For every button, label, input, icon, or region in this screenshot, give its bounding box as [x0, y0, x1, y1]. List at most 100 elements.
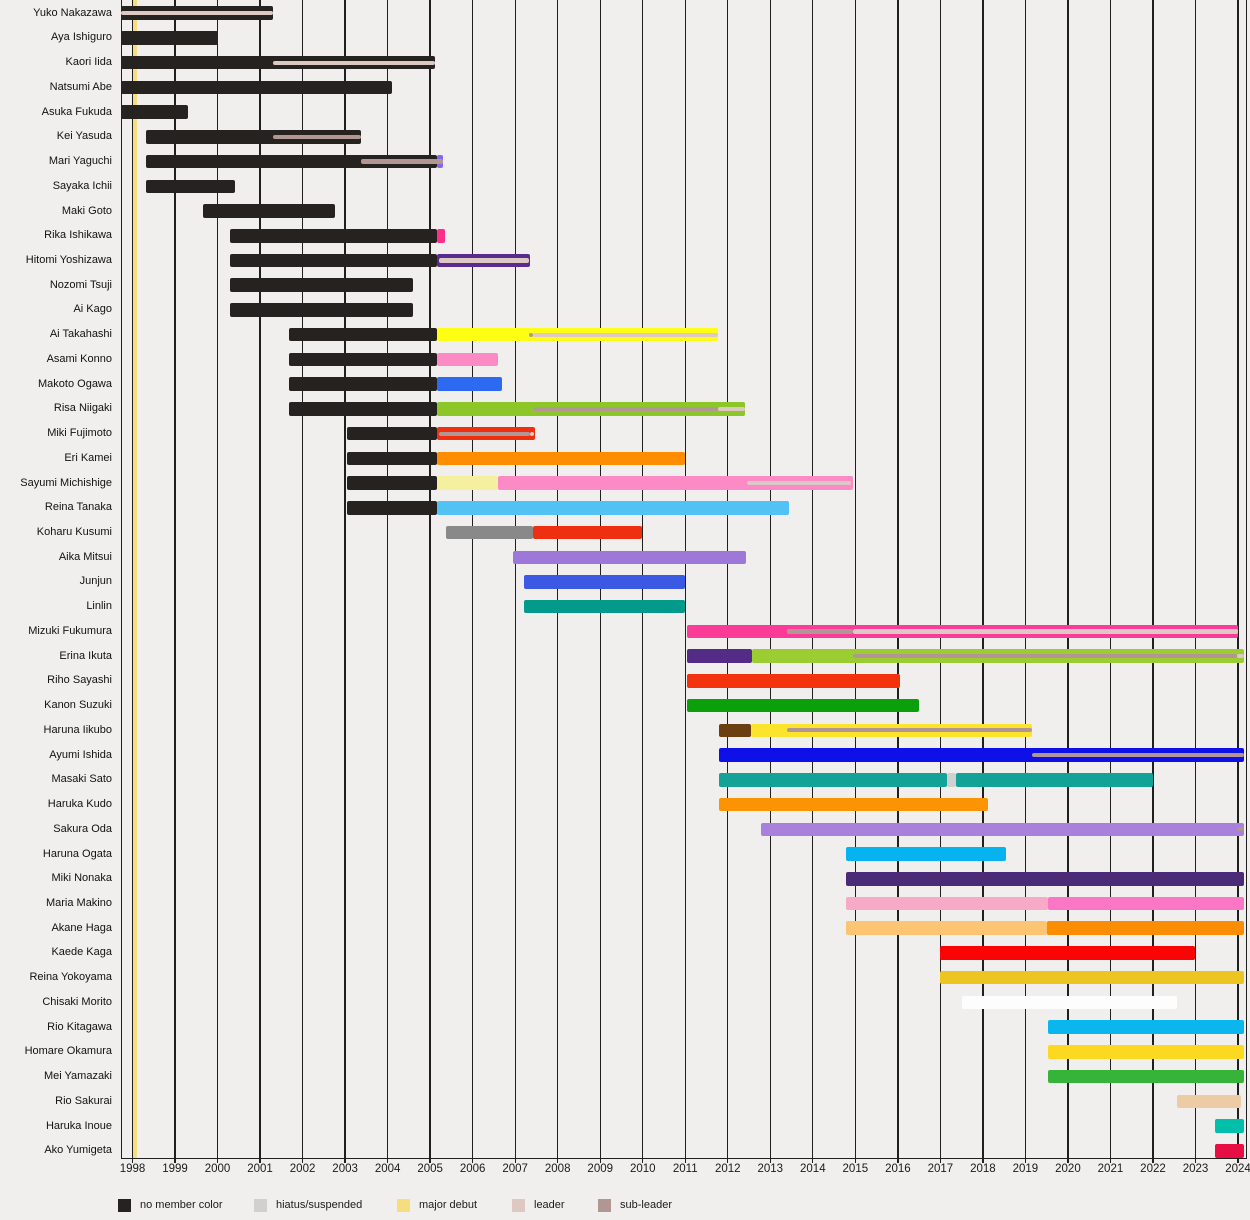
timeline-bar [121, 31, 218, 45]
year-gridline [684, 0, 686, 1158]
legend-label: leader [534, 1199, 565, 1211]
axis-tick [599, 1157, 601, 1163]
member-label: Haruka Inoue [45, 1119, 112, 1132]
axis-tick [727, 1157, 729, 1163]
timeline-bar [961, 995, 1177, 1010]
subleader-stripe [786, 629, 854, 634]
member-label: Eri Kamei [64, 451, 112, 464]
timeline-bar [955, 773, 1154, 787]
member-label: Kaede Kaga [51, 946, 112, 959]
member-label: Mari Yaguchi [48, 155, 112, 168]
axis-tick [897, 1157, 899, 1163]
legend-swatch-no-member-color [118, 1199, 131, 1212]
legend-swatch-major-debut [397, 1199, 410, 1212]
member-label: Sayaka Ichii [52, 179, 112, 192]
axis-tick [1067, 1157, 1069, 1163]
member-label: Junjun [79, 575, 112, 588]
axis-tick [386, 1157, 389, 1163]
timeline-bar [347, 451, 437, 466]
axis-tick [854, 1157, 856, 1163]
year-gridline [1067, 0, 1069, 1158]
axis-tick [1194, 1157, 1197, 1163]
axis-tick [684, 1157, 686, 1163]
axis-tick [259, 1157, 261, 1163]
year-tick-label: 2008 [544, 1163, 571, 1175]
year-tick-label: 2014 [800, 1163, 826, 1175]
year-gridline [1237, 0, 1239, 1158]
timeline-bar [940, 946, 1196, 960]
timeline-bar [145, 130, 361, 144]
legend-label: hiatus/suspended [276, 1199, 363, 1211]
member-label: Ako Yumigeta [44, 1144, 112, 1157]
timeline-bar [288, 352, 437, 367]
member-label: Haruna Iikubo [43, 723, 113, 736]
member-label: Akane Haga [51, 921, 112, 934]
timeline-bar [121, 105, 188, 119]
year-tick-label: 1998 [119, 1163, 146, 1175]
year-tick-label: 2017 [927, 1163, 954, 1175]
timeline-bar [347, 476, 437, 490]
member-label: Erina Ikuta [59, 649, 112, 662]
year-tick-label: 2005 [417, 1163, 443, 1175]
member-label: Haruna Ogata [42, 847, 112, 860]
leader-stripe [718, 406, 746, 411]
axis-tick [1237, 1157, 1239, 1163]
timeline-bar [121, 80, 392, 95]
axis-tick [1109, 1157, 1112, 1163]
year-tick-label: 2016 [885, 1163, 911, 1175]
legend-swatch-hiatus-suspended [254, 1199, 267, 1212]
member-label: Kei Yasuda [56, 130, 112, 143]
year-tick-label: 2022 [1140, 1163, 1166, 1175]
member-label: Hitomi Yoshizawa [25, 254, 112, 266]
year-gridline [812, 0, 814, 1158]
year-gridline [1194, 0, 1197, 1158]
member-label: Kanon Suzuki [44, 699, 112, 712]
year-tick-label: 2021 [1097, 1163, 1124, 1175]
timeline-bar [436, 501, 789, 515]
year-tick-label: 2018 [970, 1163, 996, 1175]
axis-tick [812, 1157, 814, 1163]
bottom-axis-spine [120, 1157, 1247, 1159]
year-gridline [344, 0, 346, 1158]
member-label: Homare Okamura [24, 1045, 112, 1058]
subleader-stripe [787, 728, 1033, 733]
timeline-bar [436, 352, 498, 367]
axis-tick [174, 1157, 176, 1163]
axis-tick [1024, 1157, 1027, 1163]
timeline-bar [686, 649, 752, 663]
member-label: Sayumi Michishige [20, 476, 112, 489]
axis-tick [642, 1157, 644, 1163]
year-gridline [514, 0, 516, 1158]
leader-stripe [530, 431, 534, 436]
subleader-stripe [853, 654, 1237, 659]
subleader-stripe [533, 406, 719, 411]
year-gridline [1024, 0, 1027, 1158]
timeline-bar [229, 278, 414, 292]
subleader-stripe [439, 431, 531, 436]
year-gridline [897, 0, 899, 1158]
timeline-bar [1047, 1020, 1244, 1034]
subleader-stripe [360, 159, 444, 164]
member-label: Ai Kago [73, 303, 112, 316]
timeline-bar [524, 575, 685, 589]
timeline-bar [533, 525, 642, 540]
year-tick-label: 2024 [1225, 1163, 1250, 1175]
timeline-bar [347, 501, 437, 515]
leader-stripe [1236, 654, 1244, 659]
legend-label: major debut [419, 1199, 478, 1211]
timeline-bar [229, 253, 437, 268]
member-label: Yuko Nakazawa [33, 6, 112, 19]
timeline-bar [288, 402, 437, 416]
leader-stripe [533, 332, 719, 337]
subleader-stripe [273, 134, 361, 139]
legend-label: no member color [140, 1199, 223, 1211]
leader-stripe [746, 480, 852, 486]
timeline-bar [686, 698, 920, 713]
timeline-bar [145, 154, 437, 169]
axis-tick [1152, 1157, 1154, 1163]
member-label: Nozomi Tsuji [49, 278, 112, 291]
timeline-bar [513, 550, 747, 564]
year-tick-label: 2001 [247, 1163, 273, 1175]
member-label: Asami Konno [46, 352, 112, 365]
